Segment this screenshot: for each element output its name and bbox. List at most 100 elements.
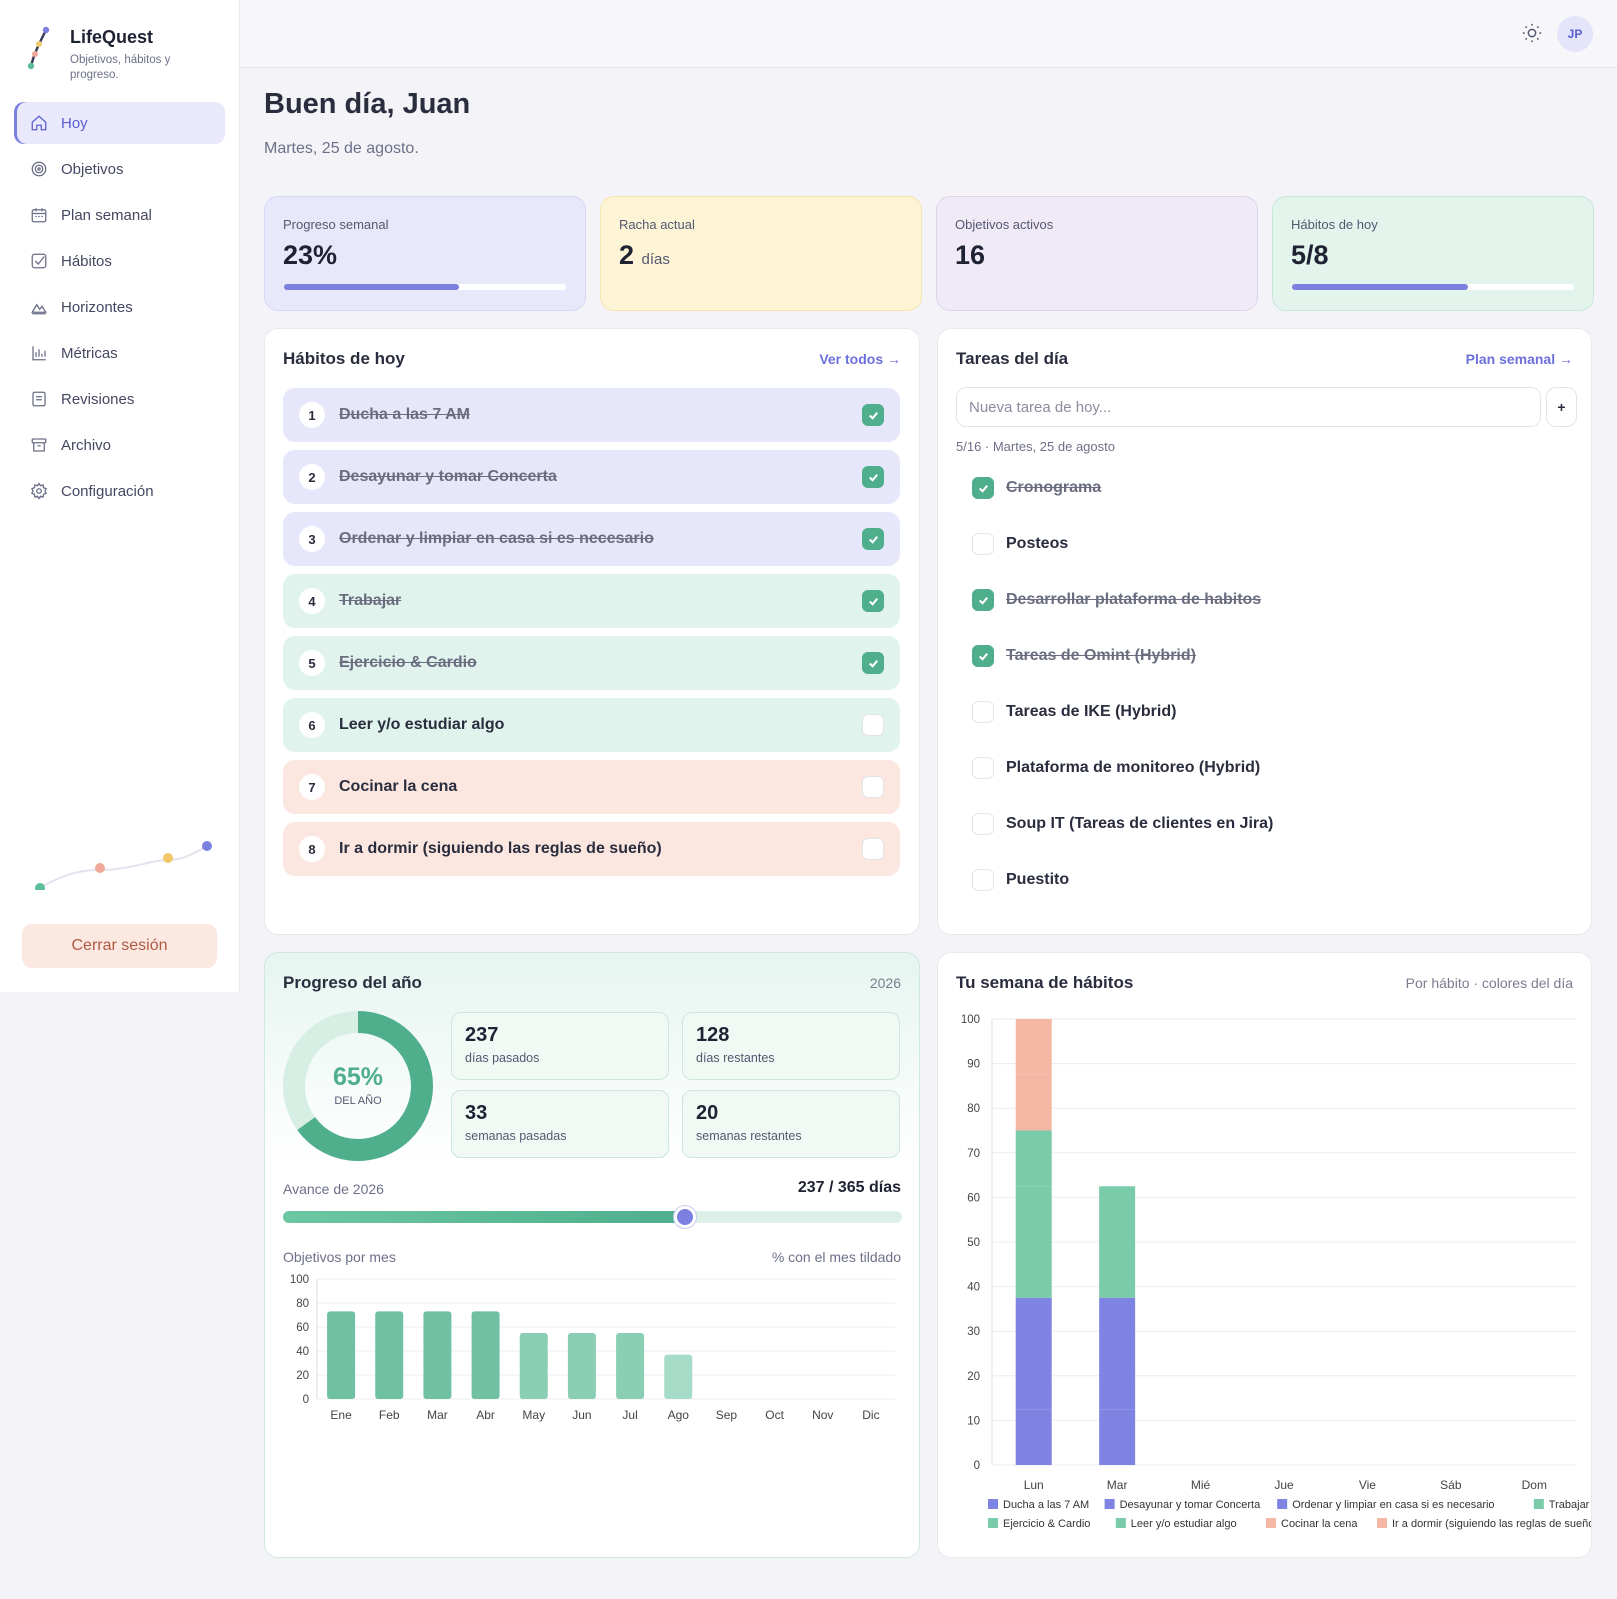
habit-item[interactable]: 2 Desayunar y tomar Concerta: [283, 450, 900, 504]
habit-item[interactable]: 1 Ducha a las 7 AM: [283, 388, 900, 442]
sun-icon[interactable]: [1521, 22, 1543, 44]
task-checkbox[interactable]: [972, 589, 994, 611]
task-item[interactable]: Plataforma de monitoreo (Hybrid): [972, 757, 1260, 779]
plan-semanal-link[interactable]: Plan semanal →: [1465, 351, 1573, 367]
task-checkbox[interactable]: [972, 533, 994, 555]
monthly-goals-chart: 0 20 40 60 80 100 Ene Feb Mar Abr May Jun Jul Ago Sep O…: [290, 1274, 895, 1422]
check-icon: [868, 473, 878, 482]
sidebar-item-horizontes[interactable]: Horizontes: [14, 286, 225, 328]
bar-segment-lun-0: [1015, 1409, 1052, 1465]
task-item[interactable]: Cronograma: [972, 477, 1101, 499]
legend-swatch: [988, 1499, 998, 1509]
habit-label: Leer y/o estudiar algo: [339, 716, 505, 733]
new-task-input[interactable]: [956, 387, 1541, 427]
legend-swatch: [1277, 1499, 1288, 1509]
habit-item[interactable]: 8 Ir a dormir (siguiendo las reglas de su…: [283, 822, 900, 876]
panel-title: Tu semana de hábitos: [956, 973, 1134, 992]
legend-label: Ordenar y limpiar en casa si es necesari…: [1292, 1499, 1494, 1511]
habit-label: Trabajar: [339, 592, 402, 609]
bar-segment-mar-1: [1099, 1353, 1136, 1410]
bar-jun: [567, 1333, 596, 1399]
donut-sublabel: DEL AÑO: [334, 1095, 382, 1107]
slider-thumb[interactable]: [673, 1206, 696, 1228]
task-checkbox[interactable]: [972, 813, 994, 835]
mini-value: 20: [696, 1102, 719, 1124]
x-tick-label: Jun: [572, 1408, 591, 1422]
x-tick-label: Jul: [622, 1408, 637, 1422]
habit-checkbox[interactable]: [862, 652, 884, 674]
habit-item[interactable]: 6 Leer y/o estudiar algo: [283, 698, 900, 752]
legend-swatch: [1533, 1499, 1544, 1509]
habit-item[interactable]: 7 Cocinar la cena: [283, 760, 900, 814]
task-item[interactable]: Tareas de IKE (Hybrid): [972, 701, 1176, 723]
mini-stat-semanas-pasadas: 33 semanas pasadas: [451, 1090, 669, 1158]
habit-checkbox[interactable]: [862, 776, 884, 798]
sidebar-item-habitos[interactable]: Hábitos: [14, 240, 225, 282]
task-checkbox[interactable]: [972, 477, 994, 499]
document-icon: [32, 391, 46, 407]
check-icon: [868, 597, 878, 606]
monthly-chart-title: Objetivos por mes: [283, 1249, 396, 1265]
habit-item[interactable]: 4 Trabajar: [283, 574, 900, 628]
sidebar-item-configuracion[interactable]: Configuración: [14, 470, 225, 512]
habit-checkbox[interactable]: [862, 714, 884, 736]
task-checkbox[interactable]: [972, 869, 994, 891]
task-item[interactable]: Tareas de Omint (Hybrid): [972, 645, 1196, 667]
habit-label: Ejercicio & Cardio: [339, 654, 477, 671]
task-label: Cronograma: [1006, 479, 1102, 496]
stat-value: 5/8: [1291, 240, 1329, 270]
sidebar-item-archivo[interactable]: Archivo: [14, 424, 225, 466]
stat-value: 23%: [283, 240, 338, 270]
x-tick-label: May: [522, 1408, 545, 1422]
y-tick-label: 40: [296, 1346, 309, 1358]
task-item[interactable]: Soup IT (Tareas de clientes en Jira): [972, 813, 1273, 835]
year-donut: 65% DEL AÑO: [283, 1011, 433, 1161]
add-task-button[interactable]: +: [1546, 387, 1577, 427]
habit-item[interactable]: 3 Ordenar y limpiar en casa si es necesar…: [283, 512, 900, 566]
sidebar-item-label: Métricas: [61, 344, 118, 362]
avatar[interactable]: JP: [1557, 16, 1593, 52]
sidebar-item-revisiones[interactable]: Revisiones: [14, 378, 225, 420]
sidebar-item-hoy[interactable]: Hoy: [14, 102, 225, 144]
x-tick-label: Sep: [716, 1408, 738, 1422]
habit-checkbox[interactable]: [862, 528, 884, 550]
sidebar-nav: Hoy Objetivos Plan semanal Hábitos Horiz…: [14, 102, 225, 516]
sidebar-item-label: Objetivos: [61, 160, 124, 178]
mini-stat-dias-pasados: 237 días pasados: [451, 1012, 669, 1080]
x-tick-label: Dom: [1522, 1478, 1547, 1492]
sidebar-item-plan-semanal[interactable]: Plan semanal: [14, 194, 225, 236]
year-progress-slider[interactable]: [283, 1206, 902, 1228]
mini-value: 128: [696, 1024, 730, 1046]
progress-bar: [1292, 284, 1574, 290]
task-item[interactable]: Posteos: [972, 533, 1068, 555]
habit-checkbox[interactable]: [862, 466, 884, 488]
stat-card-progreso-semanal: Progreso semanal 23%: [264, 196, 586, 311]
logout-button[interactable]: Cerrar sesión: [22, 924, 217, 968]
week-habits-chart: 0 10 20 30 40 50 60 70 80 90 100 Lun Mar Mié Jue Vie Sáb…: [961, 1014, 1591, 1530]
bar-ene: [327, 1311, 356, 1399]
task-checkbox[interactable]: [972, 645, 994, 667]
habit-label: Ir a dormir (siguiendo las reglas de sue…: [339, 840, 662, 857]
task-item[interactable]: Desarrollar plataforma de habitos: [972, 589, 1261, 611]
sidebar-item-metricas[interactable]: Métricas: [14, 332, 225, 374]
mini-value: 33: [465, 1102, 488, 1124]
task-item[interactable]: Puestito: [972, 869, 1069, 891]
brand[interactable]: LifeQuest Objetivos, hábitos y progreso.: [22, 24, 190, 83]
habit-checkbox[interactable]: [862, 404, 884, 426]
habit-checkbox[interactable]: [862, 838, 884, 860]
task-checkbox[interactable]: [972, 757, 994, 779]
check-icon: [978, 484, 988, 493]
sidebar-item-objetivos[interactable]: Objetivos: [14, 148, 225, 190]
task-checkbox[interactable]: [972, 701, 994, 723]
gear-icon: [31, 482, 47, 500]
topbar: JP: [240, 0, 1617, 68]
panel-title: Tareas del día: [956, 349, 1069, 368]
habit-checkbox[interactable]: [862, 590, 884, 612]
habit-item[interactable]: 5 Ejercicio & Cardio: [283, 636, 900, 690]
target-icon: [31, 161, 47, 177]
bar-segment-lun-2: [1015, 1297, 1052, 1354]
check-icon: [868, 659, 878, 668]
y-tick-label: 20: [967, 1371, 980, 1383]
year-badge: 2026: [869, 975, 901, 991]
ver-todos-link[interactable]: Ver todos →: [819, 351, 901, 367]
